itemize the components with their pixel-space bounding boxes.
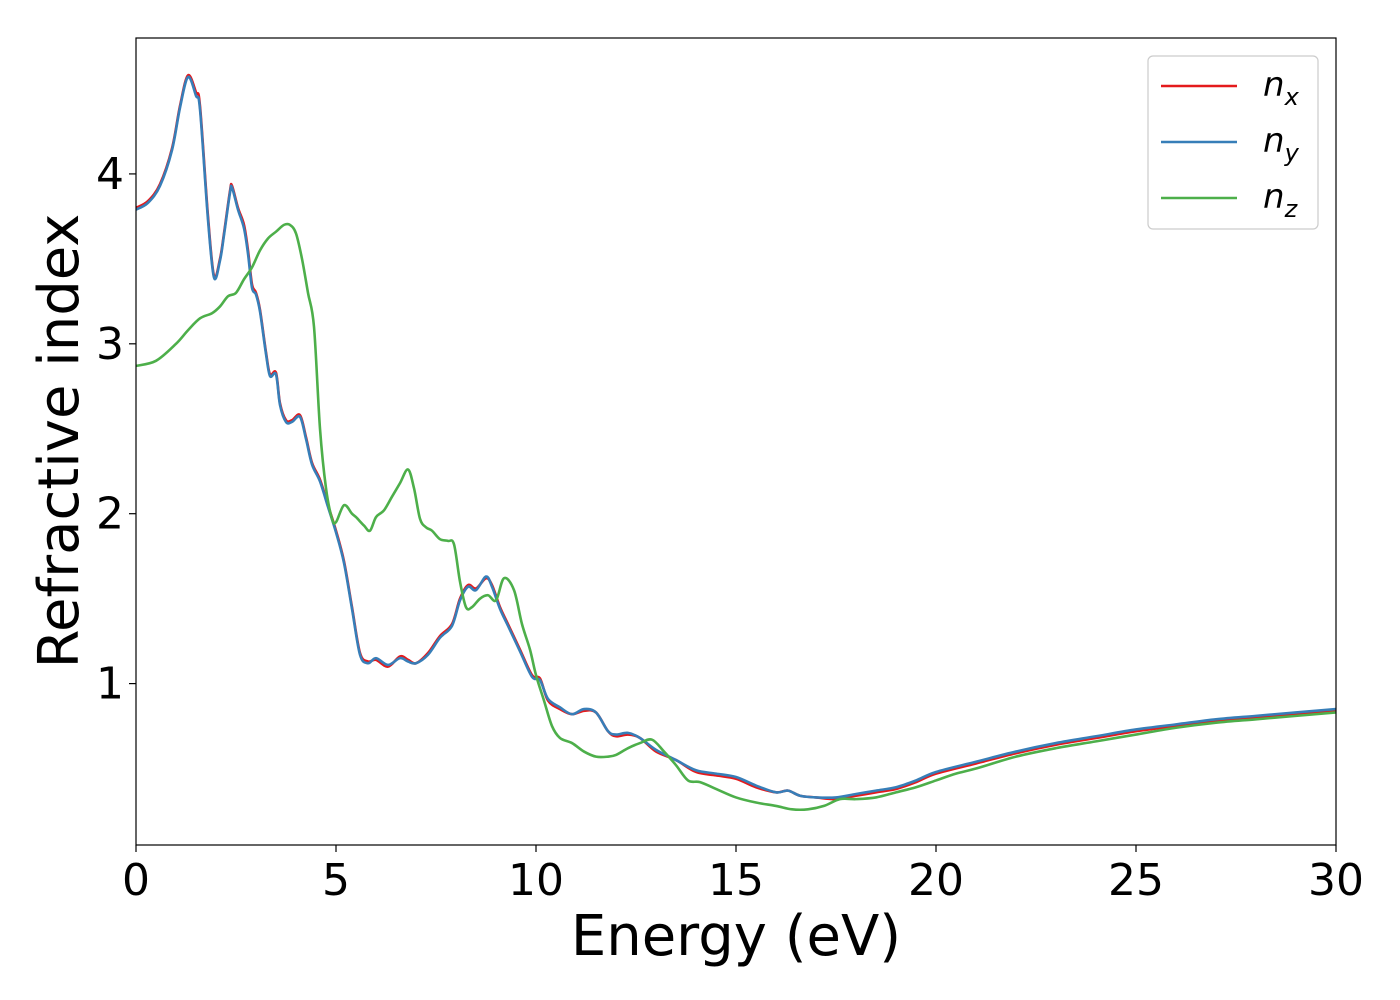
series-line-y [136,75,1336,800]
y-axis-label: Refractive index [27,214,92,669]
series-layer [136,73,1336,812]
x-tick-label: 10 [508,855,564,906]
x-tick-label: 5 [322,855,350,906]
y-tick-label: 3 [96,319,124,370]
x-axis: 0 5 10 15 20 25 30 [122,845,1364,906]
x-tick-label: 0 [122,855,150,906]
y-tick-label: 1 [96,659,124,710]
x-tick-label: 30 [1308,855,1364,906]
series-line-z [136,222,1336,812]
y-axis: 1 2 3 4 [96,149,136,710]
x-tick-label: 20 [908,855,964,906]
y-tick-label: 4 [96,149,124,200]
x-axis-label: Energy (eV) [571,904,901,969]
y-tick-label: 2 [96,489,124,540]
x-tick-label: 25 [1108,855,1164,906]
x-tick-label: 15 [708,855,764,906]
